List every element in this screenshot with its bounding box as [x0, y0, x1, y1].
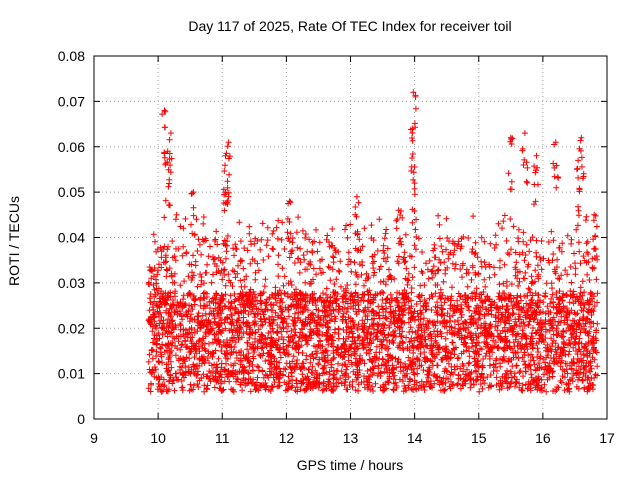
- roti-marker: [145, 89, 601, 395]
- y-tick-label: 0.08: [58, 48, 85, 64]
- x-tick-label: 10: [150, 430, 166, 446]
- y-tick-label: 0.07: [58, 93, 85, 109]
- x-tick-label: 9: [90, 430, 98, 446]
- y-tick-label: 0.03: [58, 275, 85, 291]
- x-tick-label: 15: [471, 430, 487, 446]
- x-tick-label: 16: [535, 430, 551, 446]
- y-axis-label: ROTI / TECUs: [6, 196, 22, 286]
- x-tick-label: 11: [215, 430, 230, 446]
- x-tick-label: 17: [599, 430, 615, 446]
- y-tick-label: 0.06: [58, 139, 85, 155]
- x-axis-label: GPS time / hours: [297, 457, 404, 473]
- chart-title: Day 117 of 2025, Rate Of TEC Index for r…: [188, 18, 511, 34]
- x-tick-label: 12: [279, 430, 295, 446]
- data-points: [145, 89, 601, 395]
- x-tick-label: 13: [343, 430, 359, 446]
- y-tick-label: 0: [77, 411, 85, 427]
- y-tick-label: 0.02: [58, 320, 85, 336]
- axis-ticks: 0 0.01 0.02 0.03 0.04 0.05 0.06 0.07 0.08 9 10 11 12…: [58, 48, 615, 446]
- y-tick-label: 0.04: [58, 230, 85, 246]
- y-tick-label: 0.01: [58, 366, 85, 382]
- x-tick-label: 14: [407, 430, 423, 446]
- y-tick-label: 0.05: [58, 184, 85, 200]
